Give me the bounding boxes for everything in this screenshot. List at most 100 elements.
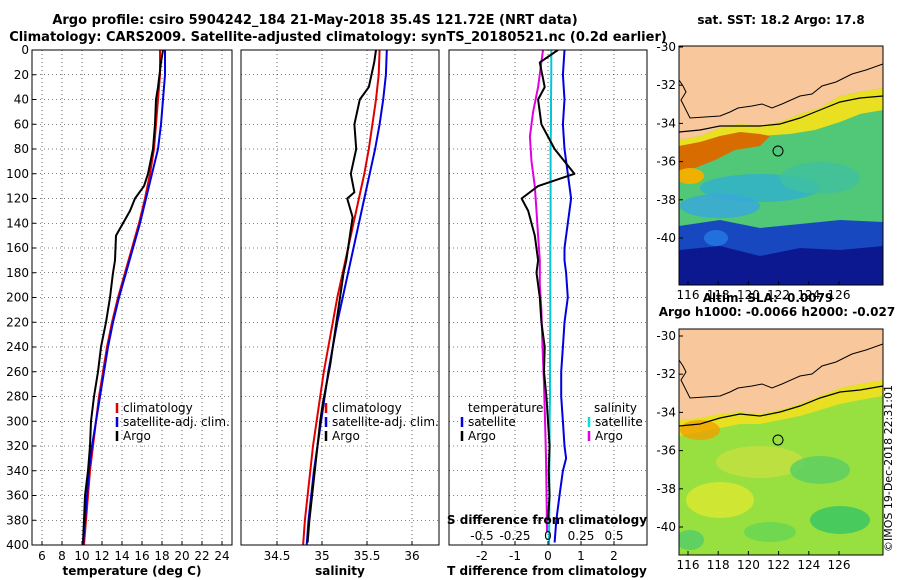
- sst-isobath: [679, 95, 883, 133]
- lat-tick-label: -32: [656, 78, 676, 92]
- sst-map-lon-ticks: 116 118 120 122 124 126: [677, 281, 851, 302]
- difference-series: [520, 50, 576, 545]
- header-line-2: Climatology: CARS2009. Satellite-adjuste…: [9, 30, 667, 45]
- copyright-notice: ©IMOS 19-Dec-2018 22:31:01: [882, 385, 895, 552]
- x-tick-label: 35.5: [354, 549, 381, 563]
- t-difference-xlabel: T difference from climatology: [447, 564, 647, 578]
- salinity-grid: [241, 49, 439, 546]
- legend-label: climatology: [123, 401, 193, 415]
- series-line-argo: [306, 50, 377, 543]
- temperature-series: [82, 50, 166, 545]
- sst-argo-position: [772, 145, 784, 157]
- y-tick-label: 260: [6, 365, 29, 379]
- salinity-panel: 34.5 35 35.5 36 salinity climatologysatelli…: [240, 49, 440, 578]
- x-tick-label: 10: [74, 549, 89, 563]
- series-line-satellite-adj-clim-: [305, 50, 388, 545]
- x-tick-label: 0: [544, 549, 552, 563]
- y-tick-label: 200: [6, 291, 29, 305]
- y-tick-label: 100: [6, 167, 29, 181]
- lat-tick-label: -30: [656, 329, 676, 343]
- lon-tick-label: 118: [707, 558, 730, 572]
- sla-coastline: [679, 343, 883, 399]
- lat-tick-label: -38: [656, 482, 676, 496]
- lon-tick-label: 116: [677, 558, 700, 572]
- legend-label: Argo: [332, 429, 360, 443]
- lon-tick-label: 124: [797, 558, 820, 572]
- y-tick-label: 220: [6, 315, 29, 329]
- y-tick-label: 340: [6, 464, 29, 478]
- x-tick-label: 24: [214, 549, 229, 563]
- sst-map-lat-ticks: -30 -32 -34 -36 -38 -40: [656, 40, 683, 245]
- lon-tick-label: 124: [797, 288, 820, 302]
- series-line-t-argo: [520, 50, 576, 521]
- y-tick-label: 0: [21, 43, 29, 57]
- s-difference-label: S difference from climatology: [447, 513, 647, 527]
- x-tick-label: 18: [154, 549, 169, 563]
- sla-map-title-2: Argo h1000: -0.0066 h2000: -0.027: [659, 305, 895, 319]
- legend-label: satellite-adj. clim.: [123, 415, 230, 429]
- x-tick-label: 6: [38, 549, 46, 563]
- legend-title-salinity: salinity: [594, 401, 637, 415]
- y-tick-label: 320: [6, 439, 29, 453]
- legend-label: Argo: [123, 429, 151, 443]
- y-tick-label: 140: [6, 216, 29, 230]
- series-line-t-satellite: [553, 50, 573, 543]
- sst-map: sat. SST: 18.2 Argo: 17.8 -30-32-34-36-3…: [656, 13, 884, 302]
- y-tick-label: 280: [6, 390, 29, 404]
- depth-axis-labels: 0 20 40 60 80 100 120 140 160 180 200 220 240 260 280 3…: [6, 43, 36, 552]
- sst-coastline: [679, 63, 883, 119]
- lat-tick-label: -34: [656, 405, 676, 419]
- y-tick-label: 240: [6, 340, 29, 354]
- lon-tick-label: 126: [828, 558, 851, 572]
- x-tick-label: 8: [58, 549, 66, 563]
- series-line-satellite-adj-clim-: [82, 50, 166, 545]
- s-tick-label: 0.25: [568, 529, 595, 543]
- y-tick-label: 40: [14, 93, 29, 107]
- x-tick-label: 22: [194, 549, 209, 563]
- legend-label: Argo: [595, 429, 623, 443]
- lon-tick-label: 116: [677, 288, 700, 302]
- lat-tick-label: -38: [656, 193, 676, 207]
- x-tick-label: 20: [174, 549, 189, 563]
- x-tick-label: -2: [476, 549, 488, 563]
- x-tick-label: 35: [314, 549, 329, 563]
- s-tick-label: -0.5: [470, 529, 493, 543]
- x-tick-label: 16: [134, 549, 149, 563]
- x-tick-label: 36: [404, 549, 419, 563]
- lat-tick-label: -36: [656, 444, 676, 458]
- sla-argo-position: [772, 434, 784, 446]
- lon-tick-label: 122: [767, 288, 790, 302]
- y-tick-label: 80: [14, 142, 29, 156]
- legend-label: climatology: [332, 401, 402, 415]
- lat-tick-label: -36: [656, 155, 676, 169]
- difference-legend: temperature salinitysatelliteArgosatellit…: [460, 401, 643, 443]
- sst-map-title: sat. SST: 18.2 Argo: 17.8: [697, 13, 864, 27]
- salinity-frame: [240, 49, 440, 546]
- temperature-xlabel: temperature (deg C): [63, 564, 202, 578]
- sla-isobath: [679, 385, 883, 427]
- series-line-argo: [82, 50, 164, 543]
- difference-grid: [449, 49, 647, 546]
- s-tick-label: 0: [544, 529, 552, 543]
- x-tick-label: 14: [114, 549, 129, 563]
- lon-tick-label: 122: [767, 558, 790, 572]
- x-tick-label: -1: [509, 549, 521, 563]
- salinity-xlabel: salinity: [315, 564, 365, 578]
- y-tick-label: 120: [6, 192, 29, 206]
- temperature-x-ticks: 6 8 10 12 14 16 18 20 22 24: [38, 541, 230, 563]
- difference-top-ticks: -0.5 -0.25 0 0.25 0.5: [470, 529, 623, 543]
- y-tick-label: 380: [6, 513, 29, 527]
- lat-tick-label: -40: [656, 231, 676, 245]
- y-tick-label: 180: [6, 266, 29, 280]
- y-tick-label: 160: [6, 241, 29, 255]
- lon-tick-label: 126: [828, 288, 851, 302]
- sla-map-lat-ticks: -30 -32 -34 -36 -38 -40: [656, 329, 683, 534]
- lat-tick-label: -30: [656, 40, 676, 54]
- x-tick-label: 34.5: [264, 549, 291, 563]
- lon-tick-label: 120: [737, 558, 760, 572]
- s-tick-label: 0.5: [604, 529, 623, 543]
- legend-label: Argo: [468, 429, 496, 443]
- legend-label: satellite: [468, 415, 516, 429]
